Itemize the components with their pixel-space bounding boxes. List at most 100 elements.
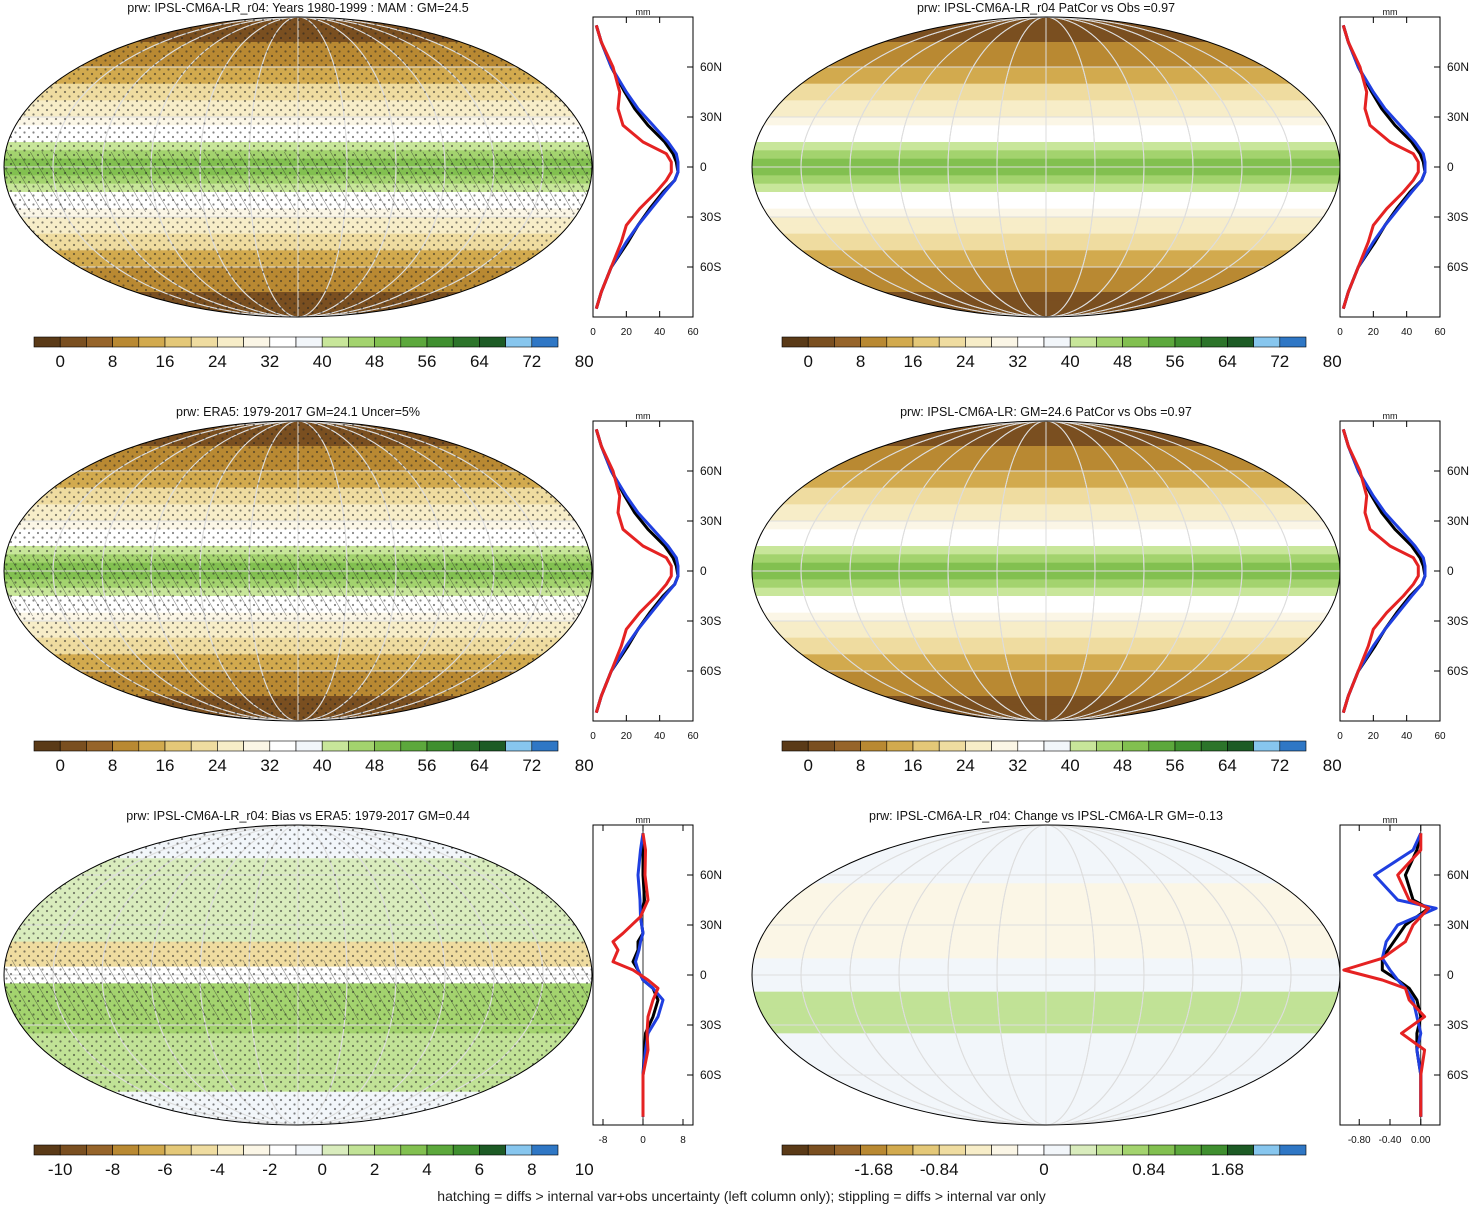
- colorbar-cell: [374, 1144, 402, 1156]
- colorbar-label: 80: [1323, 352, 1342, 371]
- profile-series: [594, 428, 680, 714]
- map: [4, 421, 592, 721]
- colorbar-cell: [138, 740, 166, 752]
- x-tick-label: 0: [1337, 731, 1343, 742]
- y-tick-label: 0: [700, 564, 707, 578]
- colorbar-cell: [138, 1144, 166, 1156]
- y-tick-label: 60N: [1447, 464, 1469, 478]
- colorbar-cell: [138, 336, 166, 348]
- x-tick-label: 40: [1401, 327, 1413, 338]
- colorbar-cell: [321, 1144, 349, 1156]
- colorbar-label: 8: [108, 352, 117, 371]
- graticule-lon: [898, 421, 1194, 721]
- panel-title: prw: IPSL-CM6A-LR: GM=24.6 PatCor vs Obs…: [900, 405, 1192, 419]
- colorbar-cell: [781, 1144, 809, 1156]
- colorbar-cell: [781, 336, 809, 348]
- colorbar-label: 48: [1113, 352, 1132, 371]
- colorbar-cell: [295, 740, 323, 752]
- y-tick-label: 0: [700, 160, 707, 174]
- colorbar-cell: [295, 1144, 323, 1156]
- colorbar-label: 8: [527, 1160, 536, 1179]
- colorbar-cell: [86, 1144, 113, 1156]
- colorbar-label: 64: [1218, 352, 1237, 371]
- map: [752, 421, 1340, 721]
- graticule-lon: [849, 825, 1243, 1125]
- colorbar-label: 0: [317, 1160, 326, 1179]
- x-tick-label: 0: [590, 327, 596, 338]
- colorbar-label: 6: [475, 1160, 484, 1179]
- colorbar-cell: [217, 1144, 244, 1156]
- colorbar-label: 10: [575, 1160, 594, 1179]
- map-border: [3, 16, 593, 318]
- colorbar-label: 0: [55, 352, 64, 371]
- colorbar-label: 56: [418, 756, 437, 775]
- graticule-lon: [800, 825, 1292, 1125]
- colorbar-label: 72: [1270, 352, 1289, 371]
- hatching: [4, 960, 592, 1020]
- colorbar-cell: [886, 336, 914, 348]
- colorbar-cell: [1017, 1144, 1045, 1156]
- colorbar-label: 2: [370, 1160, 379, 1179]
- colorbar-cell: [834, 740, 861, 752]
- colorbar-cell: [112, 336, 140, 348]
- map-border: [3, 824, 593, 1126]
- colorbar-cell: [834, 336, 861, 348]
- map-border: [3, 420, 593, 722]
- y-tick-label: 60S: [1447, 664, 1468, 678]
- colorbar-label: 80: [575, 352, 594, 371]
- colorbar-cell: [1043, 1144, 1071, 1156]
- colorbar-cell: [243, 740, 271, 752]
- colorbar-cell: [1174, 1144, 1202, 1156]
- y-tick-label: 30S: [700, 614, 721, 628]
- colorbar-cell: [1122, 1144, 1150, 1156]
- colorbar-label: 64: [1218, 756, 1237, 775]
- colorbar-cell: [190, 336, 218, 348]
- panel-4: prw: IPSL-CM6A-LR: GM=24.6 PatCor vs Obs…: [751, 405, 1469, 775]
- colorbar-cell: [860, 740, 888, 752]
- colorbar-label: 16: [156, 756, 175, 775]
- colorbar-label: 24: [208, 352, 227, 371]
- colorbar-label: 72: [522, 756, 541, 775]
- y-tick-label: 30S: [1447, 1018, 1468, 1032]
- y-tick-label: 60S: [700, 260, 721, 274]
- y-tick-label: 0: [700, 968, 707, 982]
- colorbar-cell: [505, 336, 533, 348]
- profile-series: [1373, 832, 1438, 1117]
- colorbar-cell: [531, 1144, 559, 1156]
- colorbar-cell: [1096, 740, 1123, 752]
- colorbar-label: 16: [904, 756, 923, 775]
- y-tick-label: 30S: [700, 1018, 721, 1032]
- colorbar-cell: [807, 740, 835, 752]
- colorbar-cell: [1279, 336, 1307, 348]
- graticule-lon: [947, 825, 1145, 1125]
- colorbar-label: 64: [470, 352, 489, 371]
- x-tick-label: 0: [590, 731, 596, 742]
- colorbar-cell: [400, 336, 428, 348]
- colorbar-label: 40: [313, 352, 332, 371]
- colorbar-cell: [452, 336, 480, 348]
- colorbar-cell: [269, 740, 297, 752]
- colorbar-cell: [938, 1144, 966, 1156]
- colorbar-cell: [938, 740, 966, 752]
- profile-series: [594, 24, 680, 310]
- colorbar-cell: [217, 336, 244, 348]
- panel-3: prw: ERA5: 1979-2017 GM=24.1 Uncer=5% 0 8 1…: [3, 405, 722, 775]
- y-tick-label: 30N: [1447, 918, 1469, 932]
- colorbar-label: 48: [1113, 756, 1132, 775]
- colorbar-cell: [269, 1144, 297, 1156]
- colorbar-cell: [912, 740, 940, 752]
- colorbar-cell: [426, 740, 454, 752]
- map: [4, 825, 592, 1125]
- colorbar-cell: [807, 336, 835, 348]
- graticule-lon: [996, 17, 1096, 317]
- panel-title: prw: IPSL-CM6A-LR_r04: Change vs IPSL-CM…: [869, 809, 1223, 823]
- profile-series: [1341, 428, 1427, 714]
- profile-series: [594, 428, 680, 714]
- colorbar-cell: [33, 1144, 61, 1156]
- profile-series: [1341, 428, 1427, 714]
- colorbar-cell: [1043, 336, 1071, 348]
- profile-unit: mm: [1383, 411, 1398, 421]
- colorbar-cell: [59, 740, 87, 752]
- colorbar-label: 48: [365, 756, 384, 775]
